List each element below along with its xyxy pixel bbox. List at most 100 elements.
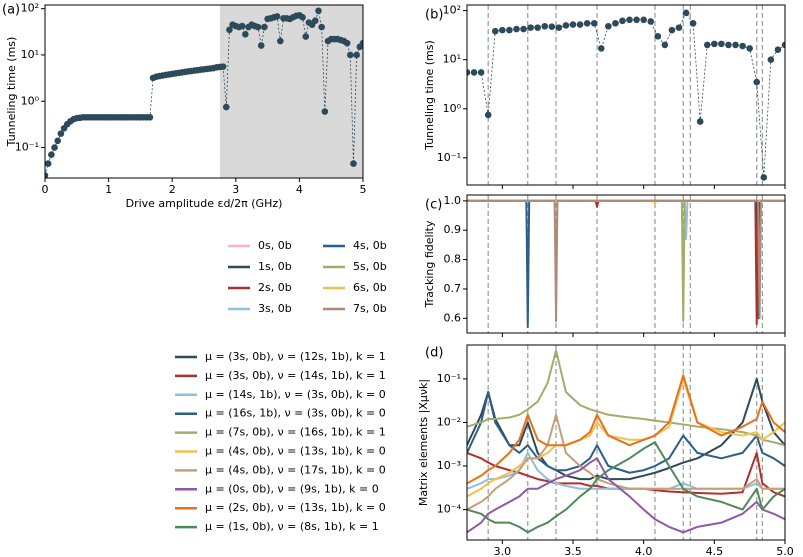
data-point bbox=[605, 22, 612, 30]
y-tick-label: 0.7 bbox=[444, 282, 462, 295]
x-axis-label: Drive amplitude εd/2π (GHz) bbox=[126, 197, 283, 210]
legend-label: 3s, 0b bbox=[258, 302, 292, 315]
data-point bbox=[626, 16, 633, 24]
y-tick-label: 0.9 bbox=[444, 223, 462, 236]
data-point bbox=[499, 26, 506, 34]
legend-label: 2s, 0b bbox=[258, 281, 292, 294]
x-tick-label: 3 bbox=[232, 183, 239, 196]
data-point bbox=[343, 39, 351, 47]
data-point bbox=[467, 69, 471, 76]
y-tick-label: 10⁻² bbox=[437, 415, 461, 428]
data-point bbox=[590, 20, 598, 27]
data-point bbox=[315, 7, 322, 15]
data-point bbox=[548, 23, 556, 30]
data-point bbox=[277, 37, 284, 45]
axes-frame bbox=[44, 4, 364, 179]
data-point bbox=[703, 41, 711, 49]
data-point bbox=[45, 172, 49, 178]
data-point bbox=[774, 46, 782, 53]
data-point bbox=[484, 111, 492, 119]
series-line bbox=[467, 349, 785, 447]
data-point bbox=[477, 69, 485, 76]
data-point bbox=[527, 24, 534, 31]
data-point bbox=[353, 51, 360, 59]
series-line bbox=[467, 199, 785, 323]
x-tick-label: 1 bbox=[105, 183, 112, 196]
shaded-region bbox=[219, 5, 363, 178]
panel-label: (b) bbox=[425, 8, 443, 23]
plot-area bbox=[467, 195, 785, 333]
data-point bbox=[242, 30, 249, 38]
data-point bbox=[45, 160, 52, 167]
data-point bbox=[668, 26, 676, 34]
legend-label: 7s, 0b bbox=[353, 302, 387, 315]
data-point bbox=[534, 24, 541, 31]
series-line bbox=[467, 199, 785, 320]
legend-label: μ = (1s, 0b), ν = (8s, 1b), k = 1 bbox=[205, 520, 379, 533]
x-tick-label: 4.5 bbox=[706, 545, 724, 557]
y-tick-label: 10⁻¹ bbox=[437, 151, 461, 164]
data-point bbox=[746, 45, 753, 52]
y-tick-label: 10² bbox=[21, 2, 39, 15]
panel-label: (c) bbox=[425, 198, 442, 213]
data-point bbox=[299, 14, 306, 21]
legend-label: μ = (2s, 0b), ν = (13s, 1b), k = 0 bbox=[205, 501, 386, 514]
data-point bbox=[562, 22, 570, 29]
x-tick-label: 5 bbox=[360, 183, 367, 196]
y-tick-label: 0.8 bbox=[444, 253, 462, 266]
data-point bbox=[696, 118, 704, 125]
data-point bbox=[226, 26, 233, 34]
legend-label: μ = (0s, 0b), ν = (9s, 1b), k = 0 bbox=[205, 482, 379, 495]
data-point bbox=[238, 22, 246, 30]
data-point bbox=[732, 41, 739, 49]
legend-label: μ = (3s, 0b), ν = (14s, 1b), k = 1 bbox=[205, 369, 386, 382]
legend-label: μ = (7s, 0b), ν = (16s, 1b), k = 1 bbox=[205, 426, 386, 439]
y-tick-label: 10⁻⁴ bbox=[437, 503, 462, 516]
data-point bbox=[718, 40, 725, 48]
legend-label: μ = (4s, 0b), ν = (13s, 1b), k = 0 bbox=[205, 445, 386, 458]
series-line bbox=[467, 441, 785, 534]
data-point bbox=[725, 41, 732, 49]
data-point bbox=[57, 130, 65, 137]
data-point bbox=[583, 20, 591, 27]
data-point bbox=[711, 40, 718, 48]
data-point bbox=[506, 26, 513, 34]
x-tick-label: 4.0 bbox=[635, 545, 653, 557]
axes-frame bbox=[466, 194, 786, 334]
y-tick-label: 10⁻³ bbox=[437, 459, 461, 472]
axes-frame bbox=[466, 4, 786, 186]
legend-label: 5s, 0b bbox=[353, 260, 387, 273]
legend-label: 0s, 0b bbox=[258, 239, 292, 252]
data-point bbox=[597, 45, 605, 52]
data-point bbox=[346, 51, 354, 59]
data-point bbox=[569, 21, 577, 28]
panel-label: (a) bbox=[2, 3, 20, 18]
y-axis-label: Matrix elements |Xμνk| bbox=[417, 379, 430, 506]
data-point bbox=[689, 20, 697, 27]
data-point bbox=[54, 137, 62, 145]
plot-area bbox=[45, 5, 363, 178]
series-line bbox=[467, 199, 785, 326]
data-point bbox=[760, 174, 768, 181]
data-point bbox=[146, 114, 154, 121]
x-tick-label: 3.0 bbox=[494, 545, 512, 557]
y-tick-label: 10⁰ bbox=[443, 102, 462, 115]
data-point bbox=[520, 25, 527, 33]
series-line bbox=[467, 199, 785, 323]
data-point bbox=[513, 25, 520, 33]
data-point bbox=[257, 42, 265, 49]
series-line bbox=[467, 199, 785, 329]
data-point bbox=[619, 17, 626, 25]
plot-area bbox=[467, 5, 785, 185]
y-tick-label: 10⁰ bbox=[21, 94, 40, 107]
legend-label: μ = (4s, 0b), ν = (17s, 1b), k = 0 bbox=[205, 463, 386, 476]
series-line bbox=[467, 12, 785, 178]
data-point bbox=[359, 39, 363, 47]
data-point bbox=[576, 21, 584, 28]
y-tick-label: 10¹ bbox=[21, 48, 39, 61]
x-tick-label: 5.0 bbox=[776, 545, 794, 557]
data-point bbox=[654, 32, 662, 40]
data-point bbox=[273, 13, 281, 20]
data-point bbox=[350, 160, 357, 167]
